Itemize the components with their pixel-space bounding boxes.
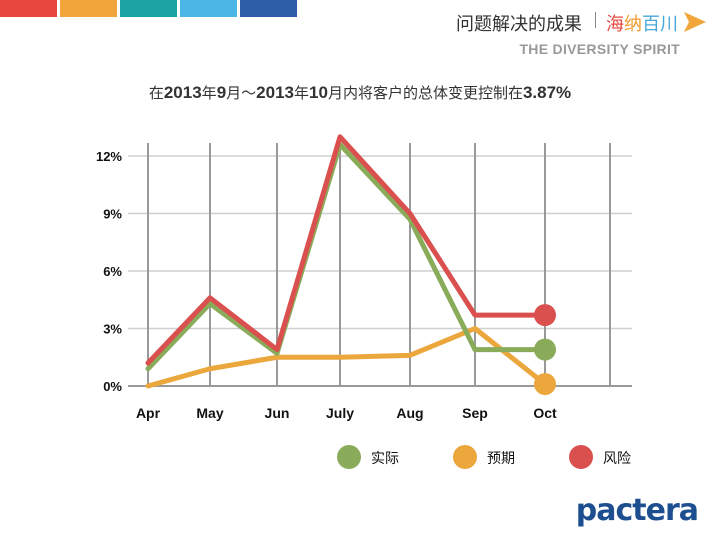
brand-slogan: 海纳百川 xyxy=(606,10,678,36)
brand-char-2: 纳 xyxy=(624,14,642,35)
series-line-2 xyxy=(145,326,548,389)
y-tick-label: 3% xyxy=(103,322,122,337)
x-tick-label: Sep xyxy=(462,405,488,421)
strip-block-1 xyxy=(0,0,57,17)
series-end-marker xyxy=(534,304,556,327)
headline-segment: 在 xyxy=(148,84,164,102)
legend-label: 实际 xyxy=(371,451,399,467)
x-tick-label: Apr xyxy=(136,405,161,421)
x-tick-label: Oct xyxy=(533,405,557,421)
x-tick-label: Aug xyxy=(396,405,423,421)
y-tick-label: 12% xyxy=(96,149,122,164)
legend-marker xyxy=(453,445,477,469)
x-tick-label: May xyxy=(196,405,223,421)
header-color-strip xyxy=(0,0,297,17)
headline: 在2013年9月～2013年10月内将客户的总体变更控制在3.87% xyxy=(0,82,720,103)
company-logo: pactera xyxy=(575,493,699,528)
headline-segment: 年 xyxy=(201,84,217,102)
legend-label: 预期 xyxy=(487,451,515,467)
headline-segment: 9 xyxy=(216,83,227,102)
series-line-3 xyxy=(145,134,548,366)
y-tick-label: 0% xyxy=(103,379,122,394)
series-end-marker xyxy=(534,373,556,396)
strip-block-2 xyxy=(60,0,117,17)
headline-segment: 3.87% xyxy=(522,83,572,102)
strip-block-3 xyxy=(120,0,177,17)
x-tick-label: July xyxy=(326,405,354,421)
title-divider xyxy=(595,12,596,28)
headline-segment: 月～ xyxy=(226,84,257,102)
headline-segment: 年 xyxy=(294,84,310,102)
headline-segment: 10 xyxy=(309,83,328,102)
headline-segment: 月内将客户的总体变更控制在 xyxy=(327,84,523,102)
y-tick-label: 6% xyxy=(103,264,122,279)
strip-block-5 xyxy=(240,0,297,17)
legend-marker xyxy=(337,445,361,469)
brand-char-3: 百川 xyxy=(642,14,678,35)
brand-subtitle: THE DIVERSITY SPIRIT xyxy=(519,41,680,57)
y-tick-label: 9% xyxy=(103,207,122,222)
headline-segment: 2013 xyxy=(163,83,202,102)
slide-title: 问题解决的成果 xyxy=(456,14,582,35)
headline-segment: 2013 xyxy=(256,83,294,102)
legend-label: 风险 xyxy=(603,451,631,467)
x-tick-label: Jun xyxy=(265,405,290,421)
series-end-marker xyxy=(534,338,556,361)
brand-char-1: 海 xyxy=(606,14,624,35)
legend-marker xyxy=(569,445,593,469)
strip-block-4 xyxy=(180,0,237,17)
chevron-right-icon xyxy=(684,12,706,32)
